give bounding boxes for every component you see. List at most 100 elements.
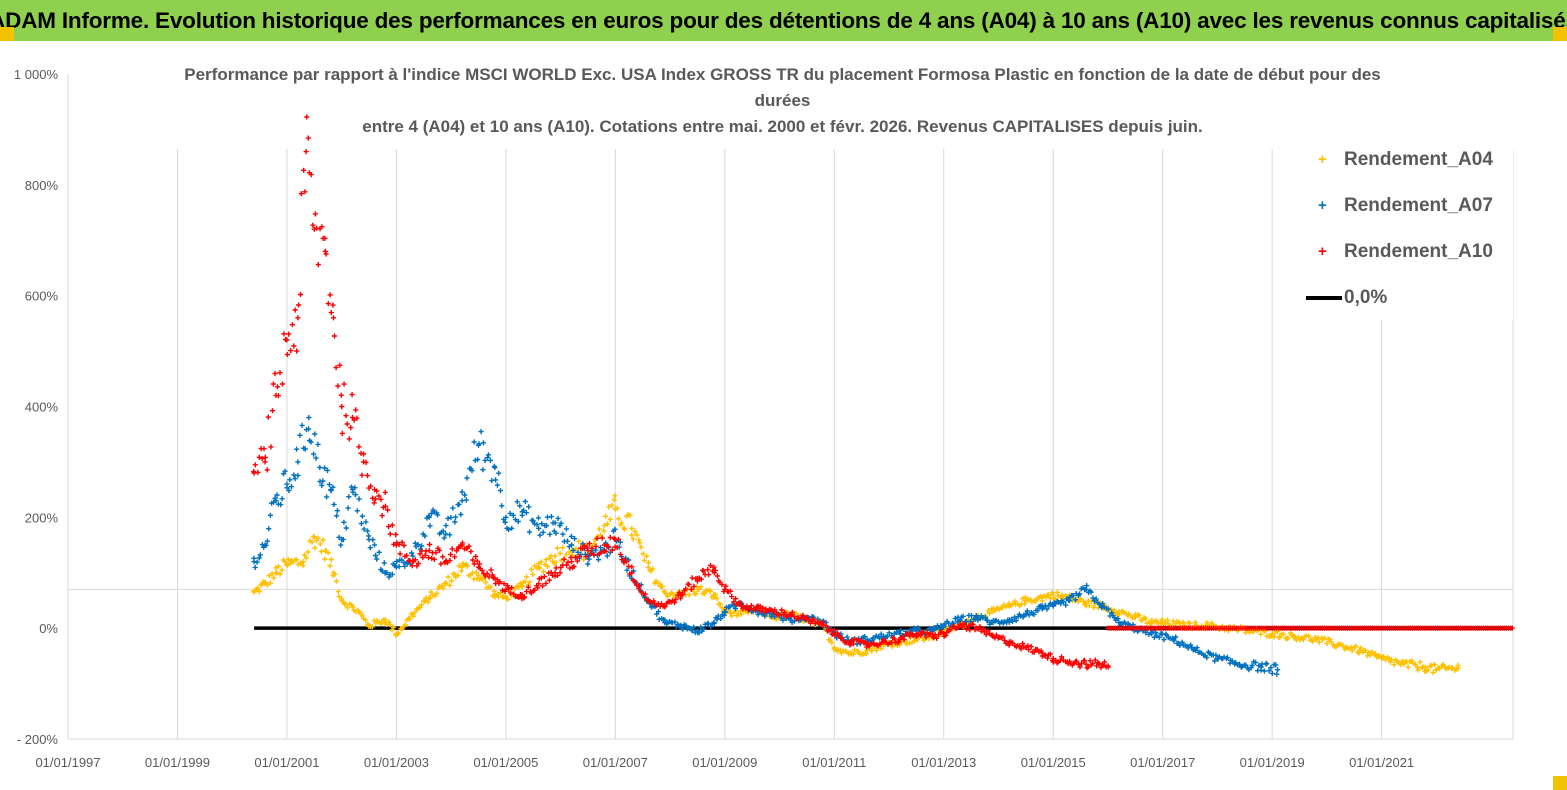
marker-a10 bbox=[541, 574, 547, 580]
marker-a04 bbox=[448, 578, 455, 584]
marker-a07 bbox=[484, 455, 491, 461]
data-point-a10 bbox=[295, 315, 301, 321]
marker-a04 bbox=[659, 583, 665, 590]
marker-a04 bbox=[1180, 619, 1186, 625]
marker-a07 bbox=[1171, 638, 1177, 644]
marker-a07 bbox=[732, 605, 739, 612]
marker-a10 bbox=[776, 612, 783, 618]
marker-a04 bbox=[1164, 617, 1170, 623]
marker-a10 bbox=[361, 451, 367, 457]
marker-a07 bbox=[1093, 596, 1099, 602]
marker-a10 bbox=[686, 582, 692, 588]
marker-a10 bbox=[737, 600, 743, 606]
marker-a10 bbox=[1085, 664, 1091, 670]
marker-a04 bbox=[1310, 638, 1316, 644]
marker-a04 bbox=[1091, 605, 1097, 611]
legend-marker-a10: + bbox=[1318, 243, 1327, 260]
marker-a07 bbox=[471, 439, 477, 445]
marker-a07 bbox=[510, 512, 516, 518]
marker-a07 bbox=[345, 505, 351, 511]
marker-a04 bbox=[267, 580, 274, 586]
marker-a10 bbox=[304, 114, 310, 120]
x-tick-label: 01/01/1997 bbox=[35, 755, 100, 770]
marker-a04 bbox=[512, 586, 518, 592]
marker-a10 bbox=[739, 603, 745, 609]
marker-a07 bbox=[497, 488, 504, 494]
marker-a10 bbox=[532, 587, 538, 593]
marker-a10 bbox=[288, 348, 294, 354]
marker-a10 bbox=[811, 616, 817, 622]
marker-a10 bbox=[1038, 648, 1044, 654]
marker-a07 bbox=[315, 441, 321, 447]
marker-a07 bbox=[1061, 599, 1067, 605]
marker-a10 bbox=[892, 636, 898, 642]
marker-a10 bbox=[291, 343, 297, 349]
marker-a10 bbox=[1058, 654, 1065, 660]
marker-a10 bbox=[618, 551, 624, 557]
marker-a10 bbox=[270, 381, 276, 387]
marker-a04 bbox=[1398, 662, 1404, 668]
marker-a10 bbox=[297, 291, 304, 298]
marker-a04 bbox=[256, 588, 262, 595]
marker-a07 bbox=[312, 431, 318, 437]
marker-a04 bbox=[1039, 598, 1045, 604]
marker-a07 bbox=[381, 560, 387, 566]
data-point-a10 bbox=[262, 459, 268, 465]
marker-a07 bbox=[266, 526, 272, 532]
marker-a07 bbox=[912, 626, 918, 632]
marker-a10 bbox=[789, 609, 795, 615]
marker-a10 bbox=[934, 635, 940, 641]
marker-a07 bbox=[366, 533, 372, 539]
marker-a10 bbox=[522, 594, 528, 600]
marker-a10 bbox=[382, 489, 388, 495]
marker-a10 bbox=[632, 579, 638, 585]
marker-a04 bbox=[640, 551, 646, 557]
marker-a07 bbox=[487, 457, 493, 463]
marker-a04 bbox=[1415, 667, 1421, 673]
marker-a07 bbox=[1105, 606, 1111, 612]
marker-a07 bbox=[604, 553, 610, 559]
marker-a10 bbox=[301, 167, 307, 173]
marker-a10 bbox=[943, 632, 949, 638]
marker-a10 bbox=[479, 568, 485, 574]
marker-a10 bbox=[568, 554, 574, 561]
marker-a04 bbox=[434, 590, 440, 597]
marker-a07 bbox=[365, 528, 371, 534]
marker-a04 bbox=[1381, 654, 1387, 660]
marker-a10 bbox=[325, 301, 331, 307]
marker-a07 bbox=[464, 475, 470, 481]
marker-a10 bbox=[538, 575, 544, 581]
marker-a10 bbox=[281, 331, 287, 337]
marker-a04 bbox=[1148, 621, 1154, 627]
marker-a07 bbox=[480, 440, 487, 446]
marker-a07 bbox=[287, 477, 293, 483]
data-point-a10 bbox=[303, 149, 309, 155]
marker-a07 bbox=[585, 561, 591, 567]
marker-a04 bbox=[1440, 661, 1446, 667]
marker-a04 bbox=[1420, 664, 1426, 670]
marker-a07 bbox=[985, 618, 991, 624]
marker-a07 bbox=[595, 557, 602, 563]
marker-a07 bbox=[422, 533, 428, 539]
marker-a04 bbox=[717, 601, 723, 607]
data-point-a04 bbox=[629, 525, 635, 531]
marker-a10 bbox=[563, 562, 570, 568]
marker-a07 bbox=[1090, 595, 1096, 601]
marker-a10 bbox=[255, 469, 261, 475]
marker-a07 bbox=[274, 492, 280, 498]
marker-a10 bbox=[323, 251, 329, 257]
marker-a04 bbox=[1029, 599, 1035, 605]
marker-a07 bbox=[462, 492, 468, 498]
marker-a10 bbox=[896, 639, 902, 645]
marker-a07 bbox=[1024, 608, 1030, 614]
marker-a10 bbox=[343, 413, 349, 419]
marker-a10 bbox=[354, 415, 360, 421]
marker-a04 bbox=[627, 512, 633, 518]
marker-a07 bbox=[1212, 658, 1218, 664]
marker-a07 bbox=[367, 545, 373, 551]
marker-a07 bbox=[1084, 583, 1090, 589]
marker-a04 bbox=[312, 545, 318, 551]
marker-a07 bbox=[568, 533, 574, 539]
marker-a10 bbox=[673, 596, 679, 603]
marker-a04 bbox=[634, 532, 640, 538]
